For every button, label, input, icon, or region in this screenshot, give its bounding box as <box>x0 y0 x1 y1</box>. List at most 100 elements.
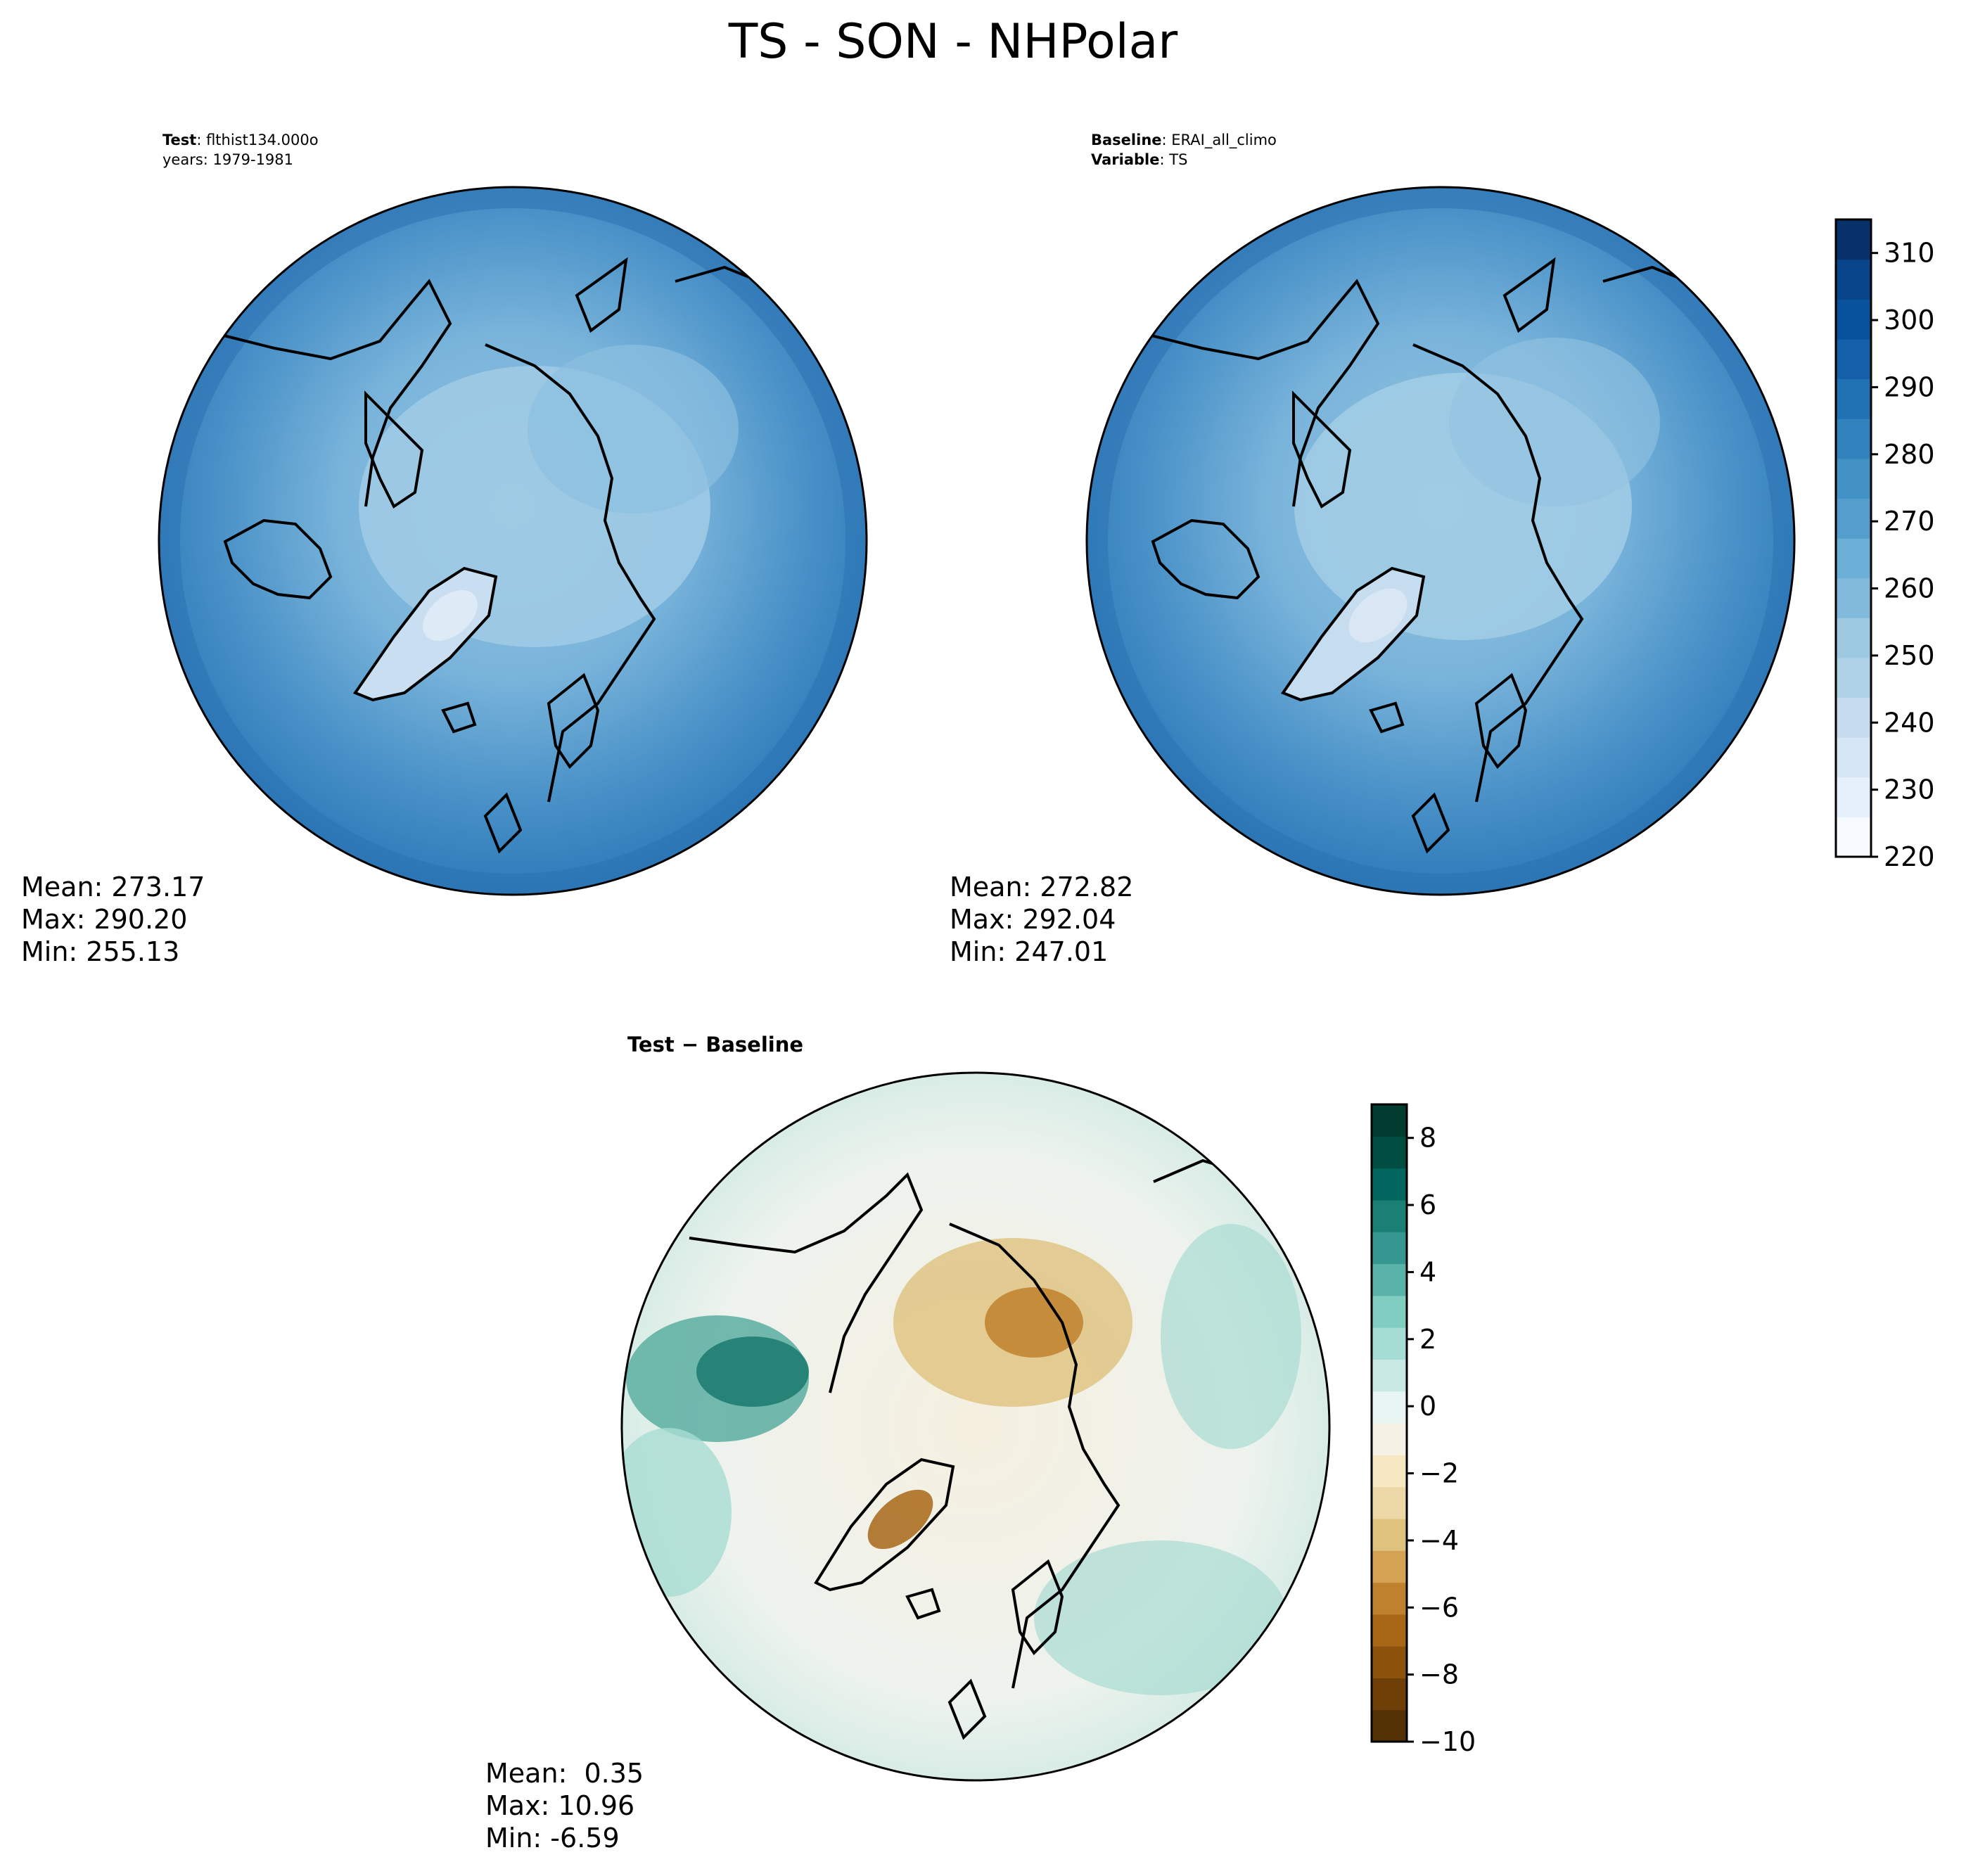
colorbar-difference-tick-label: −8 <box>1419 1659 1459 1690</box>
map-baseline-coast-north-america <box>1145 279 1380 507</box>
map-diff-coast-eurasia <box>949 1223 1121 1689</box>
colorbar-difference-segment <box>1372 1232 1407 1265</box>
colorbar-difference-tick-label: 4 <box>1419 1256 1436 1287</box>
map-diff-coast-scandinavia <box>1011 1559 1064 1656</box>
colorbar-difference-tick-label: −4 <box>1419 1525 1459 1556</box>
map-test-coast-eurasia <box>485 343 656 803</box>
map-diff-greenland <box>814 1457 955 1592</box>
panel-test-stat-max: Max: 290.20 <box>21 904 187 935</box>
panel-baseline-variable: Variable: TS <box>1091 151 1187 168</box>
map-test-coast-british-isles <box>483 792 523 854</box>
colorbar-difference-segment <box>1372 1263 1407 1296</box>
panel-baseline-label-bold: Baseline <box>1091 132 1162 148</box>
panel-baseline-header: Baseline: ERAI_all_climo <box>1091 132 1277 149</box>
map-test-coast-arctic-islands <box>364 390 424 509</box>
map-baseline-coast-scandinavia <box>1474 672 1528 770</box>
map-baseline-coast-british-isles <box>1411 792 1450 854</box>
map-test-boundary <box>158 186 868 896</box>
map-test-coast-iceland <box>441 701 477 734</box>
colorbar-difference-tick-label: −2 <box>1419 1458 1459 1489</box>
map-test-greenland-core <box>423 589 478 642</box>
colorbar-difference-segment <box>1372 1104 1407 1137</box>
colorbar-absolute-segment <box>1836 299 1871 340</box>
colorbar-difference-tick-label: 2 <box>1419 1324 1436 1355</box>
panel-baseline-variable-rest: : TS <box>1159 151 1187 168</box>
colorbar-absolute: 220 230 240 250 260 270 280 290 300 310 <box>1834 218 1935 872</box>
colorbar-difference: 8 6 4 2 0 −2 −4 −6 −8 −10 <box>1370 1103 1476 1757</box>
map-baseline-coast-arctic-islands <box>1292 390 1352 509</box>
colorbar-absolute-tick-label: 290 <box>1884 371 1935 402</box>
map-diff-coast-north-america <box>689 1172 924 1393</box>
map-diff-east-positive <box>1161 1224 1301 1449</box>
colorbar-absolute-segment <box>1836 697 1871 738</box>
map-diff-canada-strong <box>696 1336 809 1407</box>
colorbar-absolute-segment <box>1836 538 1871 579</box>
colorbar-absolute-segment <box>1836 498 1871 539</box>
colorbar-difference-segment <box>1372 1550 1407 1583</box>
colorbar-absolute-tick-label: 240 <box>1884 707 1935 738</box>
map-diff <box>622 1073 1329 1780</box>
panel-diff-stat-max: Max: 10.96 <box>485 1790 634 1821</box>
panel-baseline: Baseline: ERAI_all_climo Variable: TS Me… <box>950 132 1935 967</box>
map-baseline-coast-hudson <box>1151 518 1260 600</box>
colorbar-absolute-tick-label: 280 <box>1884 439 1935 470</box>
colorbar-difference-segment <box>1372 1327 1407 1360</box>
map-baseline-siberia-cold <box>1449 338 1660 506</box>
colorbar-absolute-segment <box>1836 458 1871 499</box>
colorbar-absolute-tick-label: 230 <box>1884 774 1935 805</box>
colorbar-absolute-segment <box>1836 578 1871 618</box>
colorbar-difference-segment <box>1372 1199 1407 1232</box>
panel-baseline-stat-min: Min: 247.01 <box>950 936 1108 967</box>
panel-diff-stat-mean: Mean: 0.35 <box>485 1758 644 1789</box>
colorbar-difference-tick-label: −10 <box>1419 1726 1476 1757</box>
map-diff-greenland-negative <box>867 1489 933 1550</box>
colorbar-difference-segment <box>1372 1168 1407 1201</box>
colorbar-absolute-segment <box>1836 817 1871 857</box>
colorbar-absolute-segment <box>1836 657 1871 698</box>
colorbar-difference-segment <box>1372 1423 1407 1455</box>
colorbar-difference-segment <box>1372 1391 1407 1424</box>
map-diff-south-positive <box>1034 1540 1287 1695</box>
panel-test: Test: flthist134.000o years: 1979-1981 <box>21 132 868 967</box>
colorbar-difference-segment <box>1372 1359 1407 1392</box>
panel-diff: Test − Baseline Mean: 0.35 Max: 10.96 <box>485 1033 1476 1853</box>
map-baseline-coast-eurasia <box>1412 343 1584 803</box>
map-diff-west-positive <box>622 1428 732 1597</box>
colorbar-difference-segment <box>1372 1486 1407 1519</box>
map-baseline-greenland-core <box>1348 588 1408 643</box>
map-test <box>159 187 867 895</box>
colorbar-difference-segment <box>1372 1678 1407 1711</box>
panel-baseline-label-rest: : ERAI_all_climo <box>1162 132 1277 149</box>
colorbar-difference-segment <box>1372 1646 1407 1678</box>
map-baseline-boundary <box>1085 186 1796 896</box>
panel-test-header: Test: flthist134.000o <box>162 132 319 148</box>
colorbar-absolute-segment <box>1836 219 1871 260</box>
panel-test-stat-min: Min: 255.13 <box>21 936 179 967</box>
panel-test-label-bold: Test <box>162 132 196 148</box>
colorbar-difference-segment <box>1372 1136 1407 1169</box>
panel-test-stat-mean: Mean: 273.17 <box>21 872 205 902</box>
panel-diff-title: Test − Baseline <box>627 1033 803 1057</box>
map-baseline-coast-iceland <box>1369 701 1405 734</box>
map-test-coast-scandinavia <box>547 672 600 770</box>
colorbar-difference-tick-label: −6 <box>1419 1592 1459 1623</box>
colorbar-difference-frame <box>1370 1103 1408 1743</box>
panel-baseline-stat-max: Max: 292.04 <box>950 904 1116 935</box>
figure-title: TS - SON - NHPolar <box>728 14 1178 70</box>
colorbar-absolute-frame <box>1834 218 1872 858</box>
colorbar-absolute-segment <box>1836 737 1871 778</box>
map-diff-boundary <box>620 1071 1331 1782</box>
colorbar-absolute-tick-label: 300 <box>1884 305 1935 336</box>
colorbar-difference-tick-label: 0 <box>1419 1391 1436 1422</box>
colorbar-absolute-segment <box>1836 419 1871 459</box>
colorbar-difference-tick-label: 8 <box>1419 1123 1436 1154</box>
colorbar-absolute-segment <box>1836 338 1871 380</box>
colorbar-difference-segment <box>1372 1614 1407 1647</box>
colorbar-absolute-segment <box>1836 378 1871 419</box>
colorbar-absolute-segment <box>1836 777 1871 817</box>
colorbar-difference-tick-label: 6 <box>1419 1189 1436 1220</box>
colorbar-difference-segment <box>1372 1709 1407 1742</box>
colorbar-absolute-tick-label: 310 <box>1884 238 1935 269</box>
colorbar-difference-segment <box>1372 1582 1407 1615</box>
